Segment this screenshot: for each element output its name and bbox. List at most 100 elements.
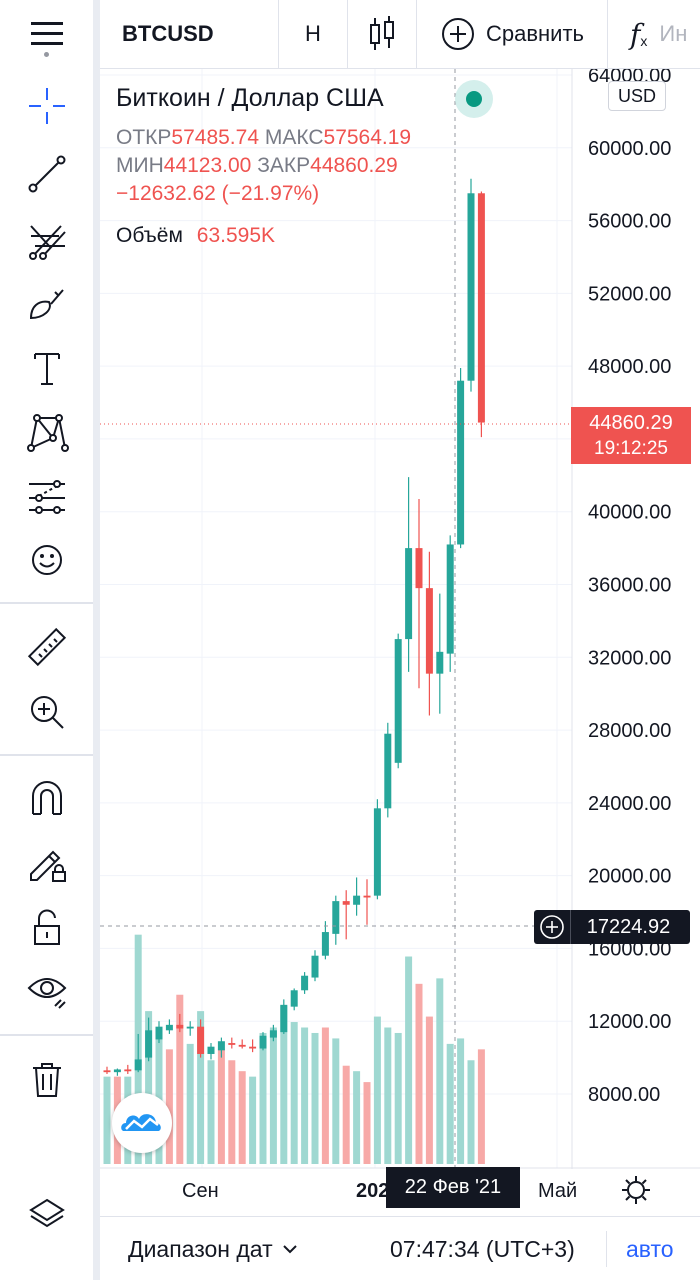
volume-bar xyxy=(228,1060,236,1164)
volume-bar xyxy=(415,983,423,1164)
time-label: 202 xyxy=(356,1180,390,1202)
candle-body xyxy=(405,548,413,640)
last-price-value: 44860.29 xyxy=(589,412,673,434)
trash-icon xyxy=(32,1063,61,1097)
emoji-tool[interactable] xyxy=(0,530,93,590)
date-range-button[interactable]: Диапазон дат xyxy=(128,1217,299,1281)
add-alert-icon[interactable] xyxy=(538,913,566,941)
timezone-clock[interactable]: 07:47:34 (UTC+3) xyxy=(390,1236,575,1262)
candle-body xyxy=(113,1069,121,1073)
candle-body xyxy=(477,193,485,423)
candle-body xyxy=(301,975,309,991)
volume-bar xyxy=(103,1076,111,1164)
trend-line-icon xyxy=(28,155,65,193)
candle-body xyxy=(321,932,329,956)
volume-bar xyxy=(165,1049,173,1164)
crosshair-tool[interactable] xyxy=(0,76,93,136)
volume-bar xyxy=(280,1005,288,1164)
candle-body xyxy=(280,1004,288,1033)
candles-icon xyxy=(370,16,394,50)
ohlc-row-1: ОТКР57485.74 МАКС57564.19 xyxy=(116,126,411,150)
change-value: −12632.62 (−21.97%) xyxy=(116,182,320,205)
volume-bar xyxy=(259,1032,267,1164)
compare-button[interactable]: Сравнить xyxy=(417,0,607,68)
symbol-search-button[interactable]: BTCUSD xyxy=(122,21,214,46)
candle-body xyxy=(269,1030,277,1038)
lock-all-drawings[interactable] xyxy=(0,898,93,958)
open-value: 57485.74 xyxy=(171,126,259,149)
price-tick-label: 52000.00 xyxy=(588,283,671,305)
candle-body xyxy=(353,895,361,905)
gear-icon xyxy=(622,1176,650,1204)
candle-body xyxy=(165,1024,173,1031)
volume-bar xyxy=(436,978,444,1164)
chart-type-button[interactable] xyxy=(348,0,416,68)
volume-legend: Объём 63.595K xyxy=(116,224,275,248)
hide-drawings[interactable] xyxy=(0,960,93,1020)
candle-body xyxy=(124,1069,132,1072)
candles xyxy=(103,178,485,1076)
divider xyxy=(606,1231,607,1267)
price-tick-label: 48000.00 xyxy=(588,356,671,378)
candle-body xyxy=(457,380,465,545)
volume-bar xyxy=(290,1022,298,1164)
high-value: 57564.19 xyxy=(323,126,412,149)
hamburger-icon xyxy=(30,22,63,45)
volume-bar xyxy=(269,1027,277,1164)
prediction-tool[interactable] xyxy=(0,466,93,526)
compare-label: Сравнить xyxy=(485,21,585,46)
menu-button[interactable] xyxy=(0,0,93,68)
price-tick-label: 56000.00 xyxy=(588,211,671,233)
fib-tool[interactable] xyxy=(0,210,93,270)
measure-tool[interactable] xyxy=(0,618,93,678)
close-value: 44860.29 xyxy=(310,154,398,177)
market-status-indicator[interactable] xyxy=(455,80,493,118)
cloud-logo-icon xyxy=(121,1114,161,1131)
volume-bar xyxy=(249,1076,257,1164)
candle-body xyxy=(342,901,350,905)
auto-scale-toggle[interactable]: авто xyxy=(626,1236,674,1262)
pattern-tool[interactable] xyxy=(0,402,93,462)
price-chart[interactable]: 64000.0060000.0056000.0052000.0048000.00… xyxy=(100,69,700,1169)
remove-drawings[interactable] xyxy=(0,1050,93,1110)
volume-bar xyxy=(353,1071,361,1164)
x-icon: x xyxy=(640,33,648,49)
divider xyxy=(0,602,93,604)
candle-body xyxy=(217,1041,225,1051)
divider xyxy=(607,0,608,68)
chevron-down-icon xyxy=(282,1245,297,1254)
volume-bar xyxy=(457,1038,465,1164)
pitchfork-icon xyxy=(28,225,66,260)
magnet-tool[interactable] xyxy=(0,768,93,828)
plus-circle-icon xyxy=(441,18,474,50)
volume-bar xyxy=(332,1038,340,1164)
low-value: 44123.00 xyxy=(163,154,252,177)
brush-icon xyxy=(29,289,64,320)
zoom-tool[interactable] xyxy=(0,682,93,742)
volume-bar xyxy=(446,1043,454,1164)
divider xyxy=(347,0,348,68)
interval-button[interactable]: Н xyxy=(305,21,321,46)
text-tool[interactable] xyxy=(0,338,93,398)
candle-body xyxy=(103,1070,111,1073)
candle-body xyxy=(155,1026,163,1040)
trend-line-tool[interactable] xyxy=(0,144,93,204)
menu-dot xyxy=(44,52,49,57)
volume-bar xyxy=(176,994,184,1164)
brush-tool[interactable] xyxy=(0,274,93,334)
volume-bar xyxy=(197,1011,205,1164)
volume-label: Объём xyxy=(116,224,183,247)
price-tick-label: 20000.00 xyxy=(588,866,671,888)
volume-bar xyxy=(217,1049,225,1164)
currency-label[interactable]: USD xyxy=(608,81,666,111)
crosshair-price-label: 17224.92 xyxy=(534,910,690,944)
tradingview-logo[interactable] xyxy=(112,1093,172,1153)
candle-body xyxy=(145,1030,153,1058)
price-tick-label: 32000.00 xyxy=(588,647,671,669)
object-tree-button[interactable] xyxy=(0,1186,93,1246)
chart-settings-button[interactable] xyxy=(618,1172,654,1208)
volume-bar xyxy=(342,1065,350,1164)
indicators-button[interactable]: f x Ин xyxy=(608,0,700,68)
volume-bar xyxy=(373,1016,381,1164)
lock-drawing-mode[interactable] xyxy=(0,834,93,894)
